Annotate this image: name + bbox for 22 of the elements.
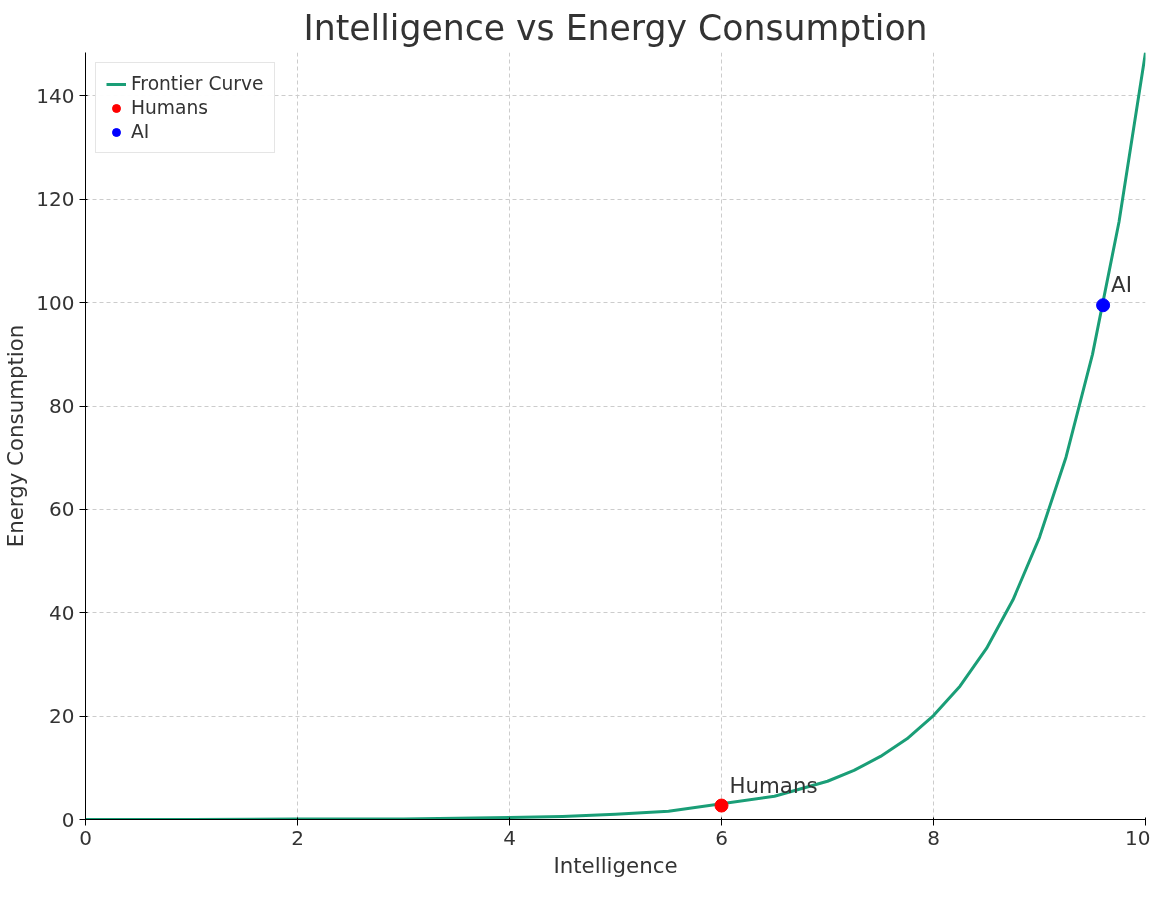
y-tick-label: 60 — [49, 497, 75, 522]
x-axis-title: Intelligence — [553, 852, 678, 878]
y-tick-label: 140 — [36, 83, 75, 108]
x-tick-label: 6 — [715, 825, 728, 850]
chart-title: Intelligence vs Energy Consumption — [303, 7, 928, 48]
x-tick-label: 2 — [291, 825, 304, 850]
annotation: Humans — [729, 772, 818, 798]
annotation: AI — [1111, 272, 1132, 298]
legend-label: AI — [131, 121, 151, 142]
legend-label: Frontier Curve — [131, 73, 264, 94]
y-tick-label: 40 — [49, 600, 75, 625]
legend-label: Humans — [131, 97, 209, 118]
y-tick-label: 100 — [36, 290, 75, 315]
y-tick-label: 80 — [49, 394, 75, 419]
x-tick-label: 8 — [927, 825, 940, 850]
x-tick-label: 0 — [79, 825, 92, 850]
x-tick-label: 4 — [503, 825, 516, 850]
y-tick-label: 20 — [49, 704, 75, 729]
x-tick-label: 10 — [1125, 825, 1151, 850]
y-axis-title: Energy Consumption — [3, 324, 29, 548]
y-tick-label: 0 — [61, 807, 75, 832]
y-tick-label: 120 — [36, 187, 75, 212]
